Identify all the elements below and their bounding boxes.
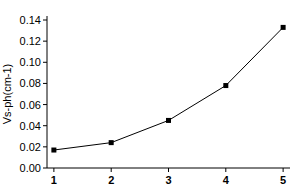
point	[109, 140, 114, 145]
y-tick	[43, 104, 47, 105]
y-tick-label: 0.10	[20, 56, 41, 68]
y-axis	[47, 16, 48, 168]
y-tick-label: 0.12	[20, 35, 41, 47]
plot-area	[51, 25, 285, 153]
x-tick-label: 2	[108, 174, 114, 186]
y-tick-label: 0.06	[20, 99, 41, 111]
x-tick	[111, 168, 112, 172]
y-tick	[43, 83, 47, 84]
series-line	[54, 27, 283, 150]
x-tick-label: 1	[51, 174, 57, 186]
x-tick	[168, 168, 169, 172]
y-tick-label: 0.08	[20, 77, 41, 89]
x-tick-label: 3	[165, 174, 171, 186]
x-tick-label: 4	[223, 174, 230, 186]
chart-svg: 0.00 0.02 0.04 0.06 0.08 0.10 0.12 0.14 1 2 3 4 5 Vs-…	[0, 0, 293, 192]
y-tick-label: 0.00	[20, 162, 41, 174]
y-tick	[43, 41, 47, 42]
point	[223, 83, 228, 88]
chart: 0.00 0.02 0.04 0.06 0.08 0.10 0.12 0.14 1 2 3 4 5 Vs-…	[0, 0, 293, 192]
y-tick	[43, 62, 47, 63]
point	[166, 118, 171, 123]
x-tick-label: 5	[280, 174, 286, 186]
y-tick	[43, 168, 47, 169]
x-tick	[53, 168, 54, 172]
y-axis-label: Vs-ph(cm-1)	[1, 64, 13, 125]
y-tick-label: 0.02	[20, 141, 41, 153]
x-tick	[225, 168, 226, 172]
y-tick	[43, 146, 47, 147]
y-tick-label: 0.14	[20, 14, 41, 26]
y-tick	[43, 20, 47, 21]
x-tick	[283, 168, 284, 172]
point	[51, 148, 56, 153]
point	[281, 25, 286, 30]
y-tick-label: 0.04	[20, 120, 41, 132]
y-tick	[43, 125, 47, 126]
